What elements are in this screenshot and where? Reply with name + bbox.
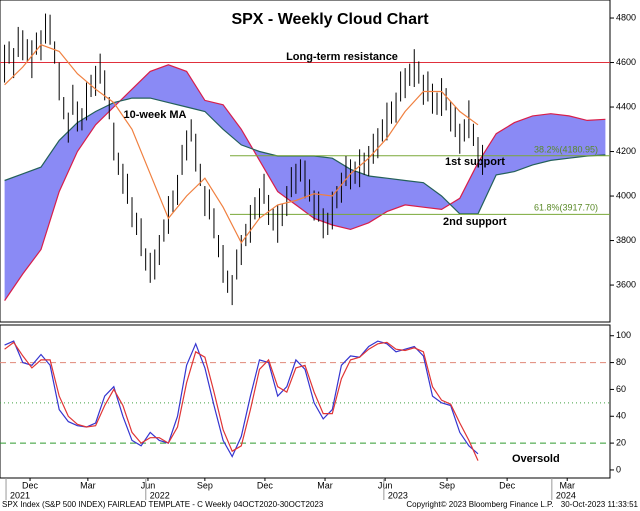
- y-tick-label: 3800: [616, 235, 636, 245]
- x-tick-label: Jun: [141, 480, 156, 490]
- level-label: Long-term resistance: [286, 51, 398, 63]
- y-tick-label: 4400: [616, 101, 636, 111]
- footer-right: 30-Oct-2023 11:33:51: [561, 500, 639, 509]
- year-label: 2022: [150, 490, 170, 500]
- moving-average: [4, 43, 479, 244]
- span-a-line: [4, 64, 606, 301]
- y-tick-label: 100: [616, 330, 631, 340]
- footer-center: Copyright© 2023 Bloomberg Finance L.P.: [406, 500, 553, 509]
- y-tick-label: 40: [616, 411, 626, 421]
- y-tick-label: 0: [616, 464, 621, 474]
- chart-title: SPX - Weekly Cloud Chart: [231, 11, 429, 28]
- x-tick-label: Jun: [378, 480, 393, 490]
- y-tick-label: 4800: [616, 12, 636, 22]
- annotation: Oversold: [512, 453, 560, 465]
- x-tick-label: Dec: [257, 480, 274, 490]
- level-label: 38.2%(4180.95): [534, 144, 598, 154]
- y-tick-label: 60: [616, 384, 626, 394]
- x-tick-label: Sep: [197, 480, 213, 490]
- x-tick-label: Mar: [559, 480, 575, 490]
- year-label: 2021: [10, 490, 30, 500]
- series-label: 10-week MA: [124, 109, 187, 121]
- x-tick-label: Dec: [499, 480, 516, 490]
- year-label: 2024: [556, 490, 576, 500]
- oscillator-panel: [0, 324, 611, 479]
- y-tick-label: 3600: [616, 279, 636, 289]
- level-label: 61.8%(3917.70): [534, 202, 598, 212]
- annotation: 2nd support: [443, 216, 507, 228]
- y-tick-label: 4000: [616, 190, 636, 200]
- x-tick-label: Mar: [80, 480, 96, 490]
- x-tick-label: Dec: [22, 480, 39, 490]
- y-tick-label: 20: [616, 437, 626, 447]
- oscillator-line: [4, 341, 479, 461]
- x-tick-label: Sep: [439, 480, 455, 490]
- year-label: 2023: [388, 490, 408, 500]
- footer-left: SPX Index (S&P 500 INDEX) FAIRLEAD TEMPL…: [2, 500, 324, 509]
- x-tick-label: Mar: [317, 480, 333, 490]
- annotation: 1st support: [445, 156, 505, 168]
- y-tick-label: 4200: [616, 146, 636, 156]
- y-tick-label: 80: [616, 357, 626, 367]
- y-tick-label: 4600: [616, 57, 636, 67]
